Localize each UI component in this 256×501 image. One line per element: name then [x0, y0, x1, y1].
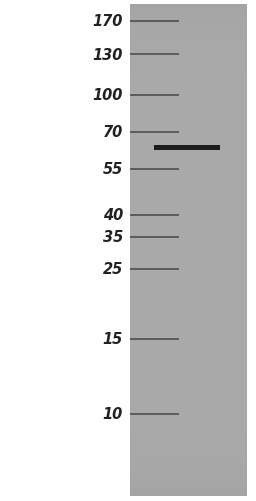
Text: 15: 15	[103, 332, 123, 347]
Text: 55: 55	[103, 162, 123, 177]
Text: 130: 130	[92, 48, 123, 63]
Text: 35: 35	[103, 230, 123, 245]
Bar	[130, 5, 247, 496]
Text: 25: 25	[103, 262, 123, 277]
Text: 100: 100	[92, 88, 123, 103]
Text: 10: 10	[103, 407, 123, 422]
Text: 70: 70	[103, 125, 123, 140]
Text: 40: 40	[103, 208, 123, 223]
Bar	[154, 145, 220, 150]
Text: 170: 170	[92, 15, 123, 30]
